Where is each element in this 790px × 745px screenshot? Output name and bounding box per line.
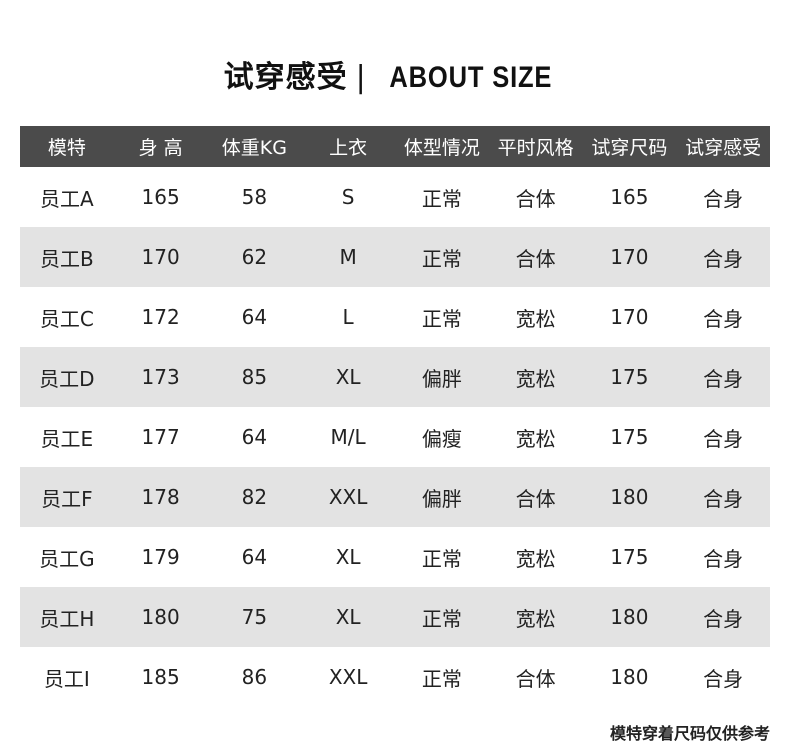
header-weight: 体重KG	[221, 137, 287, 159]
cell-top-size: L	[342, 305, 354, 329]
cell-model: 员工H	[39, 606, 95, 631]
size-table: 模特 身 高 体重KG 上衣 体型情况 平时风格 试穿尺码 试穿感受 员工A 1…	[20, 126, 770, 707]
cell-top-size: M/L	[330, 425, 366, 449]
cell-body-type: 正常	[421, 306, 462, 331]
cell-height: 173	[141, 365, 180, 389]
cell-top-size: M	[339, 245, 357, 269]
cell-fit-feeling: 合身	[703, 486, 744, 511]
cell-usual-style: 合体	[515, 246, 556, 271]
header-usual-style: 平时风格	[497, 137, 574, 159]
cell-height: 179	[141, 545, 180, 569]
header-top-size: 上衣	[329, 137, 368, 159]
cell-fit-feeling: 合身	[703, 246, 744, 271]
cell-weight: 58	[241, 185, 268, 209]
table-row: 员工I 185 86 XXL 正常 合体 180 合身	[20, 647, 770, 707]
cell-usual-style: 宽松	[515, 426, 556, 451]
cell-tried-size: 170	[610, 305, 649, 329]
cell-weight: 62	[241, 245, 268, 269]
table-row: 员工H 180 75 XL 正常 宽松 180 合身	[20, 587, 770, 647]
cell-model: 员工C	[39, 306, 94, 331]
cell-body-type: 正常	[421, 186, 462, 211]
table-row: 员工D 173 85 XL 偏胖 宽松 175 合身	[20, 347, 770, 407]
cell-top-size: S	[341, 185, 355, 209]
cell-tried-size: 180	[610, 605, 649, 629]
cell-height: 180	[141, 605, 180, 629]
title-separator: |	[355, 60, 367, 95]
cell-model: 员工F	[41, 486, 93, 511]
cell-fit-feeling: 合身	[703, 606, 744, 631]
cell-usual-style: 宽松	[515, 546, 556, 571]
cell-tried-size: 165	[610, 185, 649, 209]
table-row: 员工B 170 62 M 正常 合体 170 合身	[20, 227, 770, 287]
cell-usual-style: 合体	[515, 186, 556, 211]
cell-height: 170	[141, 245, 180, 269]
cell-model: 员工E	[40, 426, 94, 451]
cell-top-size: XL	[335, 605, 361, 629]
cell-body-type: 正常	[421, 666, 462, 691]
cell-weight: 64	[241, 545, 268, 569]
cell-tried-size: 170	[610, 245, 649, 269]
cell-height: 178	[141, 485, 180, 509]
title-en: ABOUT SIZE	[389, 61, 553, 94]
cell-top-size: XL	[335, 365, 361, 389]
cell-top-size: XL	[335, 545, 361, 569]
cell-body-type: 正常	[421, 546, 462, 571]
table-row: 员工G 179 64 XL 正常 宽松 175 合身	[20, 527, 770, 587]
header-tried-size: 试穿尺码	[591, 137, 668, 159]
cell-usual-style: 合体	[515, 666, 556, 691]
cell-weight: 86	[241, 665, 268, 689]
cell-model: 员工I	[43, 666, 90, 691]
cell-weight: 64	[241, 305, 268, 329]
cell-weight: 75	[241, 605, 268, 629]
cell-height: 172	[141, 305, 180, 329]
table-row: 员工F 178 82 XXL 偏胖 合体 180 合身	[20, 467, 770, 527]
cell-height: 185	[141, 665, 180, 689]
table-header-row: 模特 身 高 体重KG 上衣 体型情况 平时风格 试穿尺码 试穿感受	[20, 126, 770, 167]
cell-fit-feeling: 合身	[703, 306, 744, 331]
page-title: 试穿感受 | ABOUT SIZE	[0, 52, 790, 96]
cell-height: 165	[141, 185, 180, 209]
cell-model: 员工G	[39, 546, 95, 571]
cell-usual-style: 宽松	[515, 306, 556, 331]
header-fit-feeling: 试穿感受	[685, 137, 762, 159]
table-row: 员工E 177 64 M/L 偏瘦 宽松 175 合身	[20, 407, 770, 467]
cell-tried-size: 180	[610, 665, 649, 689]
cell-weight: 82	[241, 485, 268, 509]
title-cn: 试穿感受	[223, 60, 348, 95]
cell-weight: 64	[241, 425, 268, 449]
cell-weight: 85	[241, 365, 268, 389]
cell-tried-size: 175	[610, 545, 649, 569]
cell-tried-size: 175	[610, 425, 649, 449]
cell-height: 177	[141, 425, 180, 449]
header-height: 身 高	[138, 137, 183, 159]
cell-fit-feeling: 合身	[703, 186, 744, 211]
cell-fit-feeling: 合身	[703, 546, 744, 571]
cell-fit-feeling: 合身	[703, 366, 744, 391]
cell-usual-style: 宽松	[515, 606, 556, 631]
cell-body-type: 正常	[421, 606, 462, 631]
cell-tried-size: 180	[610, 485, 649, 509]
table-row: 员工C 172 64 L 正常 宽松 170 合身	[20, 287, 770, 347]
cell-body-type: 偏瘦	[421, 426, 462, 451]
cell-model: 员工D	[39, 366, 95, 391]
header-body-type: 体型情况	[403, 137, 480, 159]
cell-top-size: XXL	[328, 485, 368, 509]
cell-top-size: XXL	[328, 665, 368, 689]
table-row: 员工A 165 58 S 正常 合体 165 合身	[20, 167, 770, 227]
cell-model: 员工B	[40, 246, 94, 271]
header-model: 模特	[47, 137, 86, 159]
cell-body-type: 偏胖	[421, 366, 462, 391]
cell-model: 员工A	[40, 186, 94, 211]
cell-body-type: 正常	[421, 246, 462, 271]
cell-usual-style: 宽松	[515, 366, 556, 391]
cell-fit-feeling: 合身	[703, 426, 744, 451]
cell-body-type: 偏胖	[421, 486, 462, 511]
size-reference-note: 模特穿着尺码仅供参考	[609, 724, 770, 743]
cell-usual-style: 合体	[515, 486, 556, 511]
cell-tried-size: 175	[610, 365, 649, 389]
cell-fit-feeling: 合身	[703, 666, 744, 691]
